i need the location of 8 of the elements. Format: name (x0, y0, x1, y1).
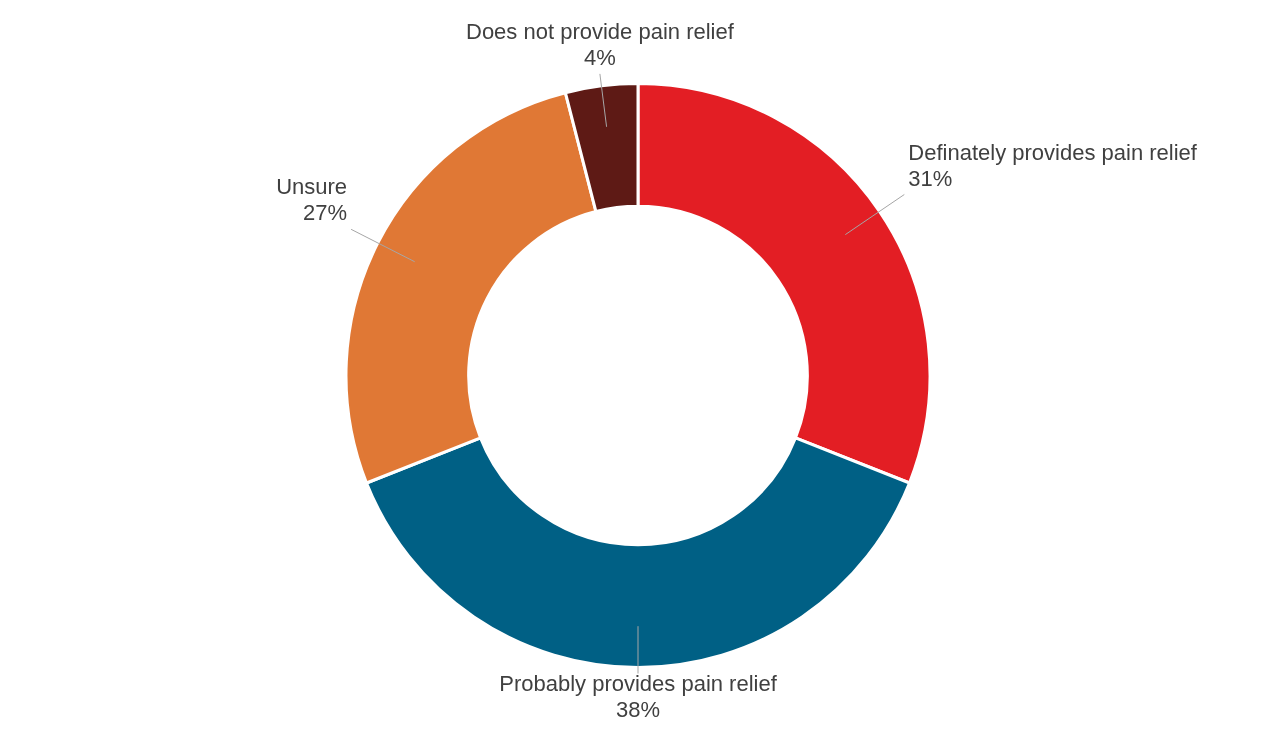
slice-label: Definately provides pain relief (908, 139, 1198, 165)
slice-label: Does not provide pain relief (465, 18, 735, 44)
slice-label: Probably provides pain relief (499, 670, 778, 696)
slice-label: Unsure (276, 174, 348, 200)
data-label: 27% (303, 200, 348, 226)
data-label: 31% (908, 165, 953, 191)
data-label: 4% (584, 44, 616, 70)
data-label: 38% (615, 696, 661, 722)
